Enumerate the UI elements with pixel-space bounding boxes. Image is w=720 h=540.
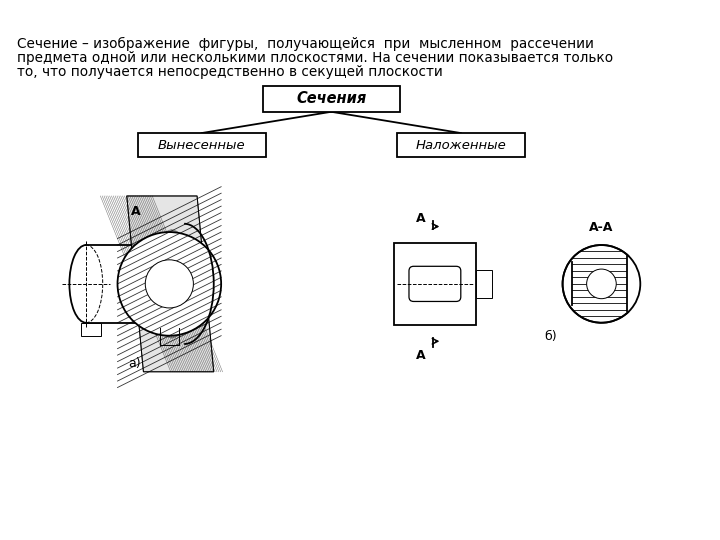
FancyBboxPatch shape bbox=[409, 266, 461, 301]
Text: то, что получается непосредственно в секущей плоскости: то, что получается непосредственно в сек… bbox=[17, 65, 442, 79]
Text: A-A: A-A bbox=[589, 221, 613, 234]
Circle shape bbox=[145, 260, 194, 308]
Ellipse shape bbox=[149, 230, 194, 338]
Polygon shape bbox=[127, 196, 214, 372]
Text: A: A bbox=[416, 349, 426, 362]
FancyBboxPatch shape bbox=[476, 270, 492, 298]
FancyBboxPatch shape bbox=[397, 133, 525, 157]
Text: A: A bbox=[131, 205, 141, 218]
Text: Сечение – изображение  фигуры,  получающейся  при  мысленном  рассечении: Сечение – изображение фигуры, получающей… bbox=[17, 37, 593, 51]
Text: A: A bbox=[416, 212, 426, 225]
Text: Вынесенные: Вынесенные bbox=[158, 139, 246, 152]
Text: б): б) bbox=[544, 330, 557, 343]
Ellipse shape bbox=[160, 258, 182, 310]
FancyBboxPatch shape bbox=[263, 86, 400, 112]
Polygon shape bbox=[86, 245, 137, 323]
Text: а): а) bbox=[128, 357, 140, 370]
Circle shape bbox=[117, 232, 221, 336]
Polygon shape bbox=[627, 255, 645, 312]
Circle shape bbox=[587, 269, 616, 299]
FancyBboxPatch shape bbox=[394, 243, 476, 325]
Text: предмета одной или несколькими плоскостями. На сечении показывается только: предмета одной или несколькими плоскостя… bbox=[17, 51, 613, 65]
Circle shape bbox=[562, 245, 640, 323]
FancyBboxPatch shape bbox=[138, 133, 266, 157]
Text: Наложенные: Наложенные bbox=[415, 139, 506, 152]
Text: Сечения: Сечения bbox=[296, 91, 366, 106]
Circle shape bbox=[145, 260, 194, 308]
Ellipse shape bbox=[69, 245, 103, 323]
Circle shape bbox=[117, 232, 221, 336]
Polygon shape bbox=[558, 261, 572, 306]
FancyBboxPatch shape bbox=[81, 323, 101, 336]
Polygon shape bbox=[137, 230, 171, 338]
